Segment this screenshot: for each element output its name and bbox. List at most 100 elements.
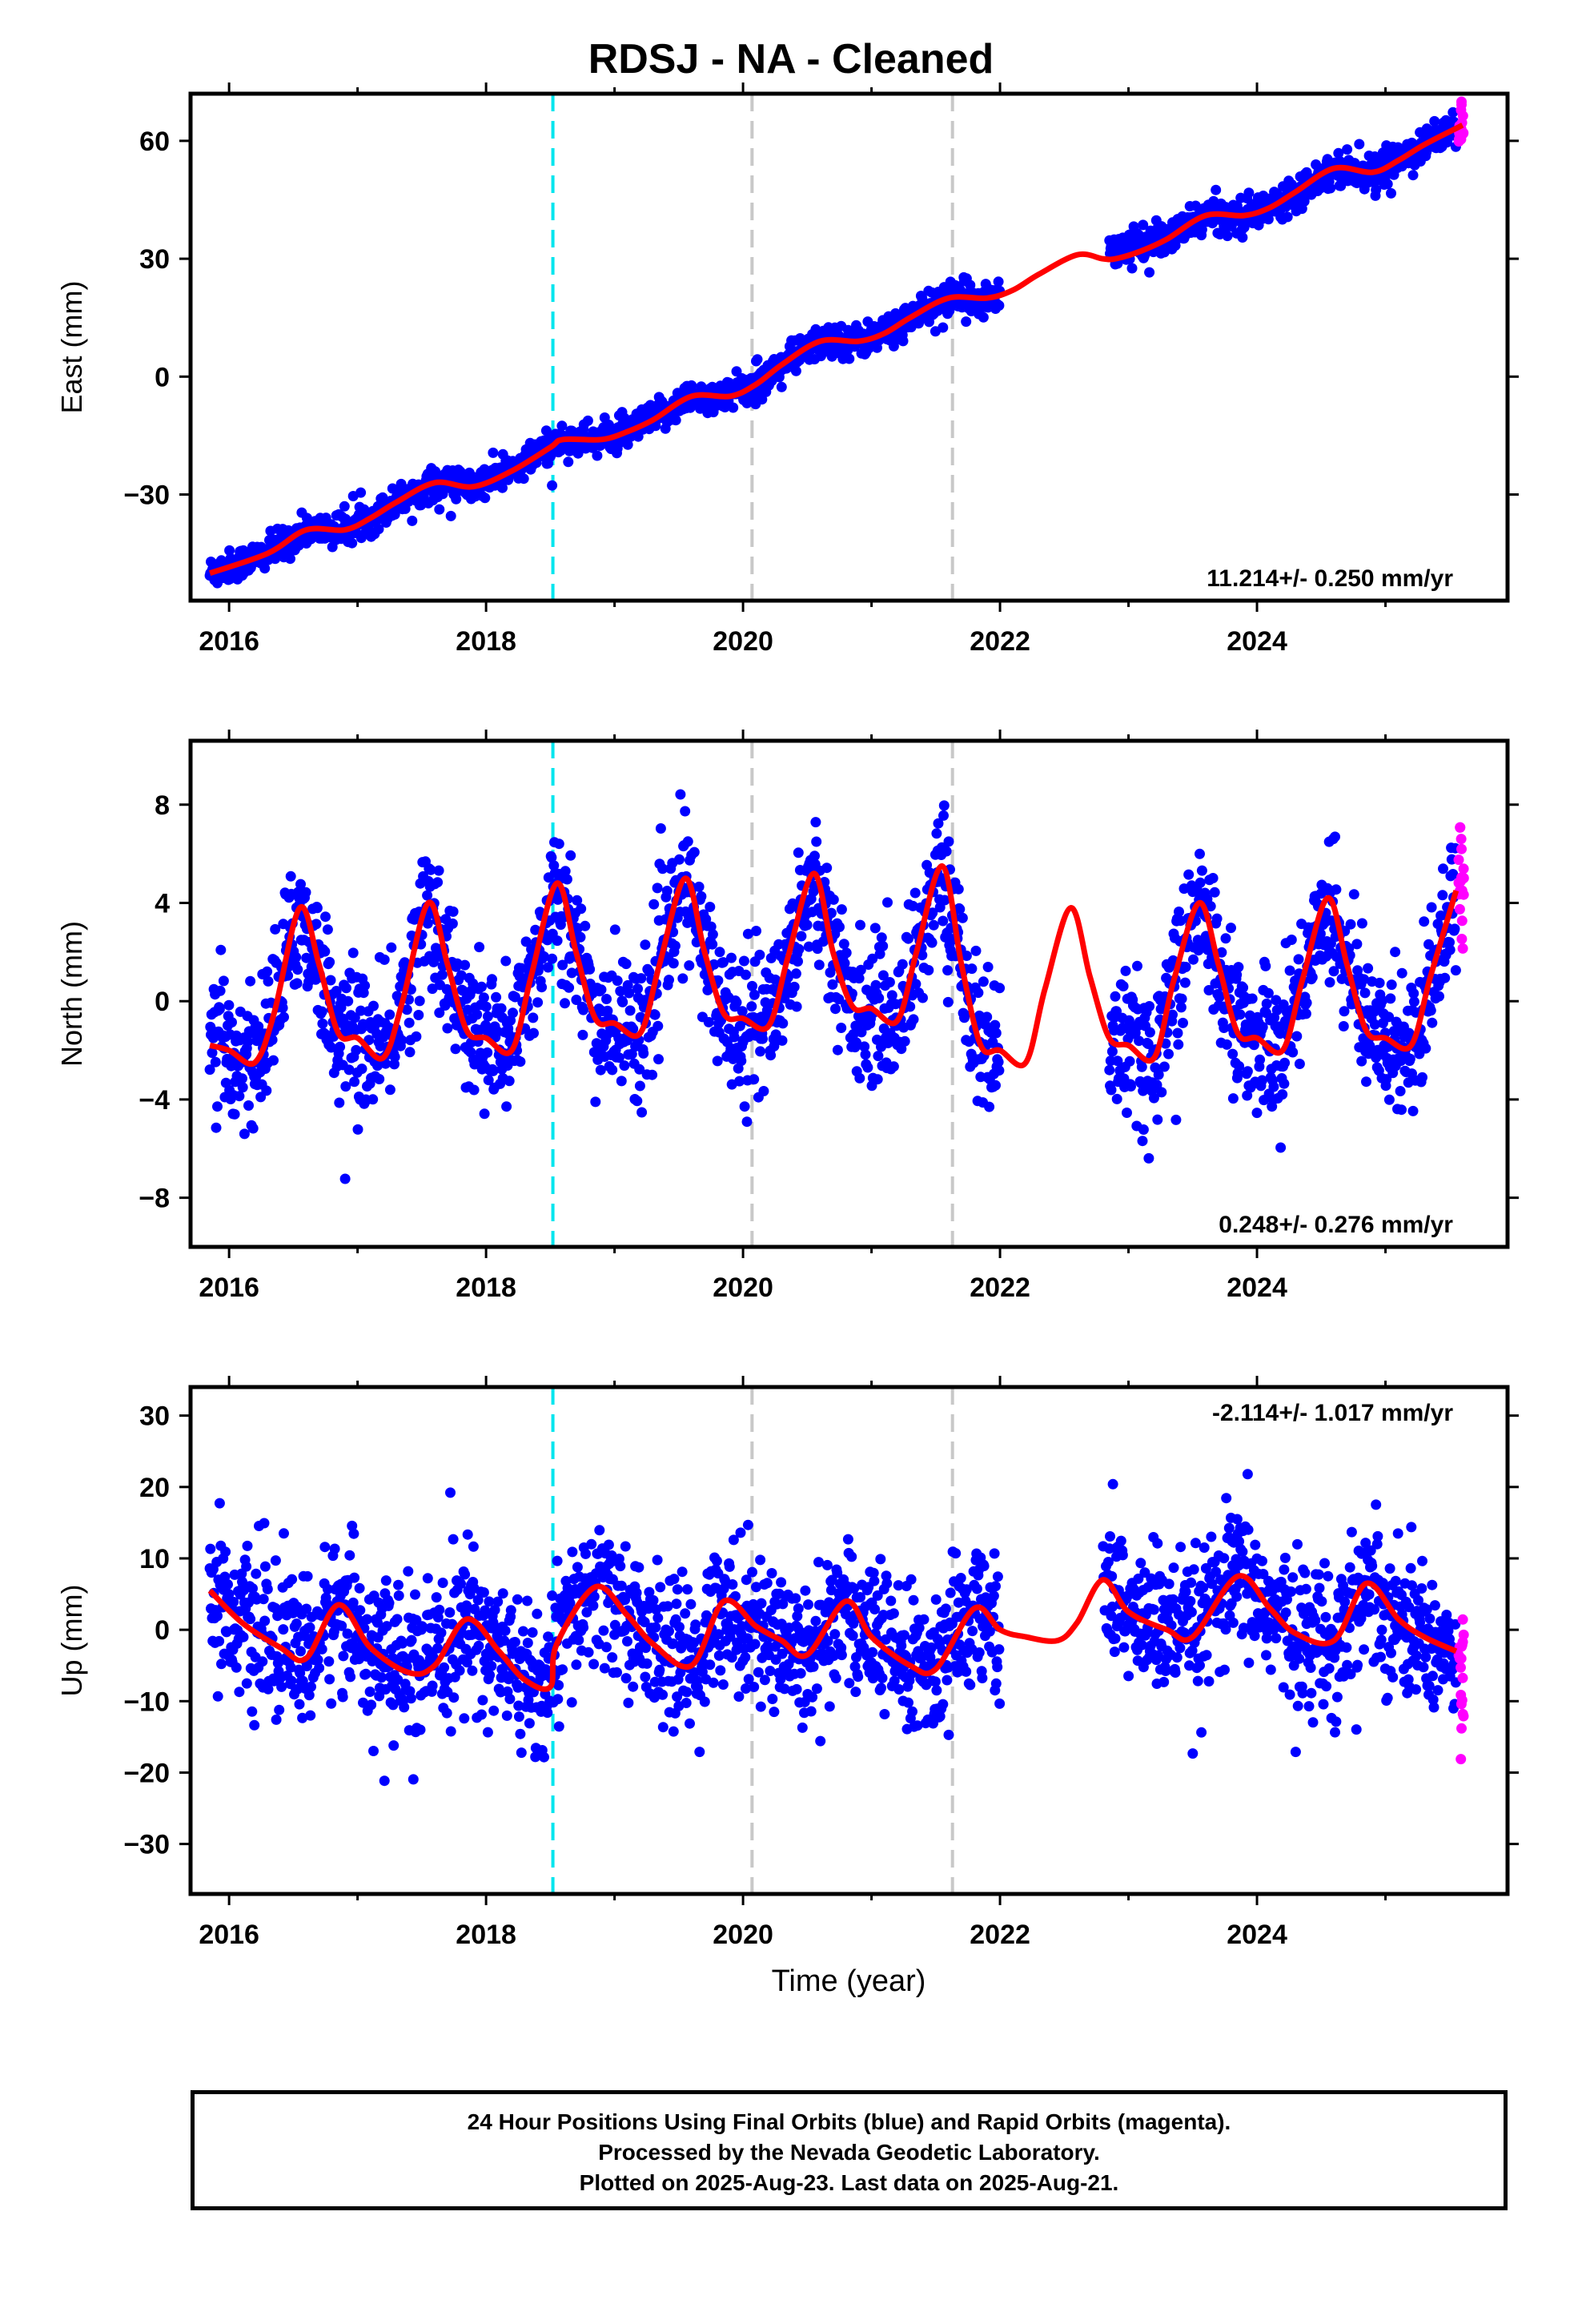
data-point [1216,947,1227,958]
data-point [1331,884,1342,895]
data-point [653,1054,664,1065]
data-point [425,864,436,875]
data-point [742,928,753,939]
data-point [422,890,433,901]
data-point [1279,1078,1290,1089]
data-point [1188,954,1199,965]
data-point [322,1583,333,1594]
data-point [1449,923,1460,935]
data-point [588,1600,599,1611]
data-point [520,936,532,947]
data-point [821,862,833,874]
data-point [1153,1069,1164,1080]
data-point [324,956,335,967]
data-point [1385,993,1396,1004]
data-point [437,1578,448,1588]
data-point [497,482,508,493]
data-point [622,1636,632,1647]
data-point [311,903,323,914]
data-point [728,402,739,413]
data-point [393,1590,404,1601]
data-point [1175,1002,1186,1013]
data-point [1307,971,1318,983]
data-point [624,1005,636,1016]
data-point [669,1574,680,1585]
data-point [737,1621,747,1632]
data-point [451,493,462,505]
data-point [557,1664,568,1675]
data-point [1315,928,1326,939]
data-point [809,850,820,862]
data-point [472,1009,483,1020]
data-point [317,1018,328,1029]
data-point [993,1056,1004,1068]
data-point [334,1097,345,1108]
data-point [1170,1114,1182,1125]
data-point [1112,1055,1123,1067]
data-point [473,1640,484,1651]
data-point [685,1598,697,1610]
data-point [323,1656,335,1667]
data-point [352,1124,363,1135]
data-point [715,1665,726,1676]
data-point [210,1056,221,1068]
data-point [1434,991,1444,1002]
data-point [680,806,691,817]
data-point [1330,831,1340,842]
data-point [1450,965,1461,976]
data-point [689,846,700,858]
x-tick-label: 2022 [970,1273,1030,1303]
data-point [741,969,751,980]
data-point [927,907,938,919]
data-point [433,865,444,876]
data-point [335,1002,347,1013]
data-point [358,1697,368,1708]
data-point [713,1650,725,1661]
data-point [345,1671,356,1683]
data-point [482,1727,493,1738]
data-point [727,1579,738,1590]
data-point [212,1101,223,1112]
data-point [561,874,572,885]
rapid-orbit-point [1453,854,1464,866]
data-point [1383,1094,1395,1105]
data-point [1222,231,1233,242]
data-point [459,1713,470,1724]
data-point [344,1550,355,1561]
data-point [450,1043,461,1055]
data-point [247,1583,258,1594]
data-point [432,877,444,888]
data-point [938,322,949,333]
data-point [737,1006,748,1017]
data-point [832,1044,843,1055]
data-point [445,1726,456,1737]
data-point [340,1081,351,1092]
data-point [654,1664,665,1675]
data-point [431,1592,442,1603]
data-point [888,1061,899,1072]
data-point [649,1009,661,1020]
data-point [827,979,838,990]
data-point [1234,1060,1245,1072]
data-point [777,1035,788,1046]
data-point [586,1538,597,1550]
data-point [1395,1086,1406,1096]
data-point [668,958,679,969]
data-point [1324,977,1335,988]
data-point [575,931,586,943]
data-point [291,1601,303,1612]
data-point [862,1062,873,1073]
data-point [234,1091,245,1102]
data-point [717,957,729,968]
data-point [567,1546,578,1558]
data-point [623,1697,634,1708]
data-point [612,1667,622,1678]
data-point [1328,966,1339,977]
data-point [212,1691,223,1702]
data-point [1429,115,1440,127]
data-point [631,1587,642,1598]
x-tick-label: 2020 [713,626,773,657]
data-point [237,1073,247,1084]
data-point [460,959,471,971]
